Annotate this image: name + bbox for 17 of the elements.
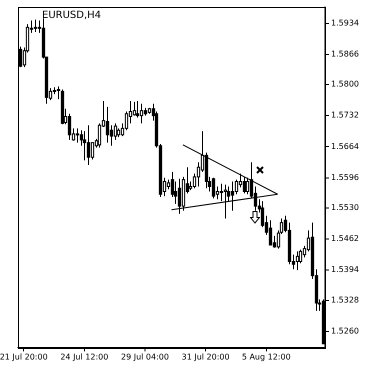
y-tick-label: 1.5260	[331, 326, 359, 336]
y-tick-label: 1.5596	[331, 172, 359, 182]
x-tick-label: 21 Jul 20:00	[0, 352, 48, 362]
x-tick-label: 5 Aug 12:00	[242, 352, 291, 362]
x-tick-label: 31 Jul 20:00	[182, 352, 230, 362]
y-tick-label: 1.5530	[331, 203, 359, 212]
x-tick-label: 24 Jul 12:00	[60, 352, 108, 362]
x-tick-label: 29 Jul 04:00	[120, 352, 169, 362]
y-tick-label: 1.5462	[331, 234, 359, 244]
chart-title: EURUSD,H4	[42, 10, 102, 21]
y-tick-label: 1.5866	[331, 49, 359, 58]
y-tick-label: 1.5800	[331, 80, 359, 89]
y-tick-label: 1.5732	[331, 110, 359, 120]
y-tick-label: 1.5664	[331, 142, 359, 151]
y-tick-label: 1.5934	[331, 18, 359, 28]
y-tick-label: 1.5394	[331, 265, 359, 274]
y-tick-label: 1.5328	[331, 295, 359, 304]
